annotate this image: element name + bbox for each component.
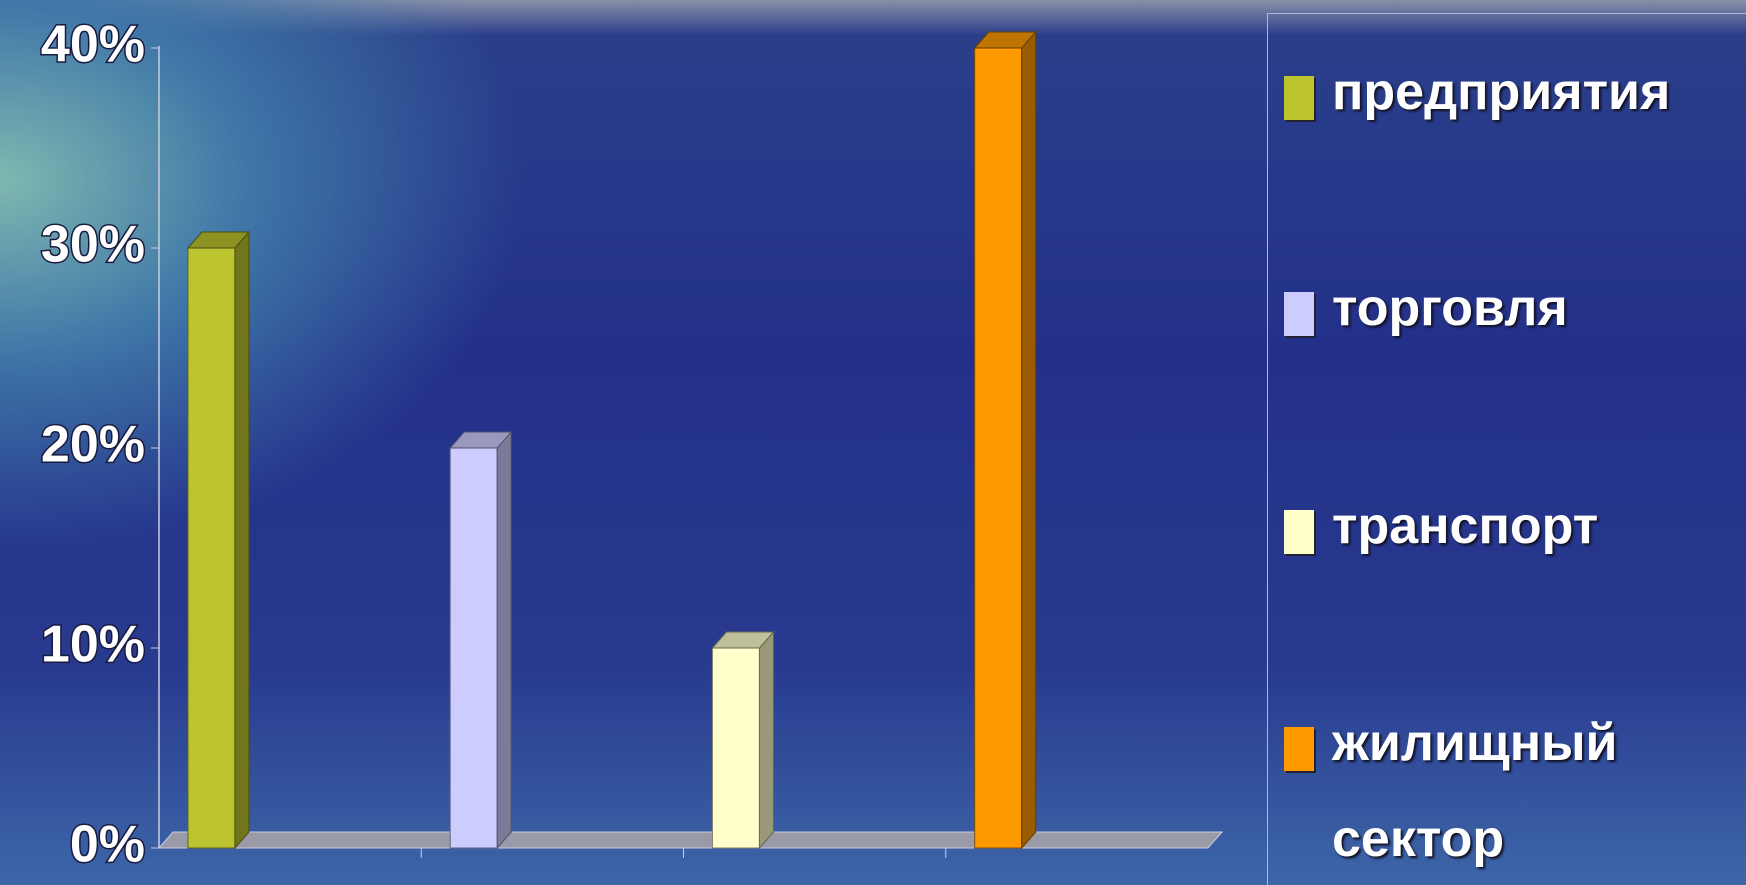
y-tick-label: 30% — [41, 216, 145, 274]
legend-swatch — [1284, 727, 1314, 771]
bar-top — [973, 31, 1037, 49]
legend-swatch — [1284, 76, 1314, 120]
bar — [187, 247, 236, 849]
legend-item: транспорт — [1284, 497, 1744, 574]
y-tick-label: 10% — [41, 616, 145, 674]
bar-side — [1021, 30, 1037, 850]
bar-top — [186, 231, 251, 249]
legend-label: транспорт — [1332, 497, 1599, 555]
bar-side — [234, 230, 250, 850]
bar — [974, 47, 1023, 849]
legend-item: предприятия — [1284, 63, 1744, 140]
legend-label: торговля — [1332, 279, 1568, 337]
bar-side — [758, 630, 774, 850]
legend-item: жилищный сектор — [1284, 714, 1744, 885]
legend-label: предприятия — [1332, 63, 1671, 121]
bar-top — [449, 431, 513, 449]
bar-top — [711, 631, 775, 649]
bar — [449, 447, 498, 849]
bar — [711, 647, 760, 849]
legend-item: торговля — [1284, 279, 1744, 356]
bar-side — [496, 430, 512, 850]
y-tick-label: 40% — [41, 16, 145, 74]
legend: предприятия торговля транспорт жилищный сек… — [1267, 13, 1746, 885]
legend-swatch — [1284, 292, 1314, 336]
legend-swatch — [1284, 510, 1314, 554]
y-tick-label: 0% — [70, 816, 145, 874]
y-tick-label: 20% — [41, 416, 145, 474]
floor — [157, 831, 1224, 849]
legend-label: жилищный сектор — [1332, 714, 1618, 868]
